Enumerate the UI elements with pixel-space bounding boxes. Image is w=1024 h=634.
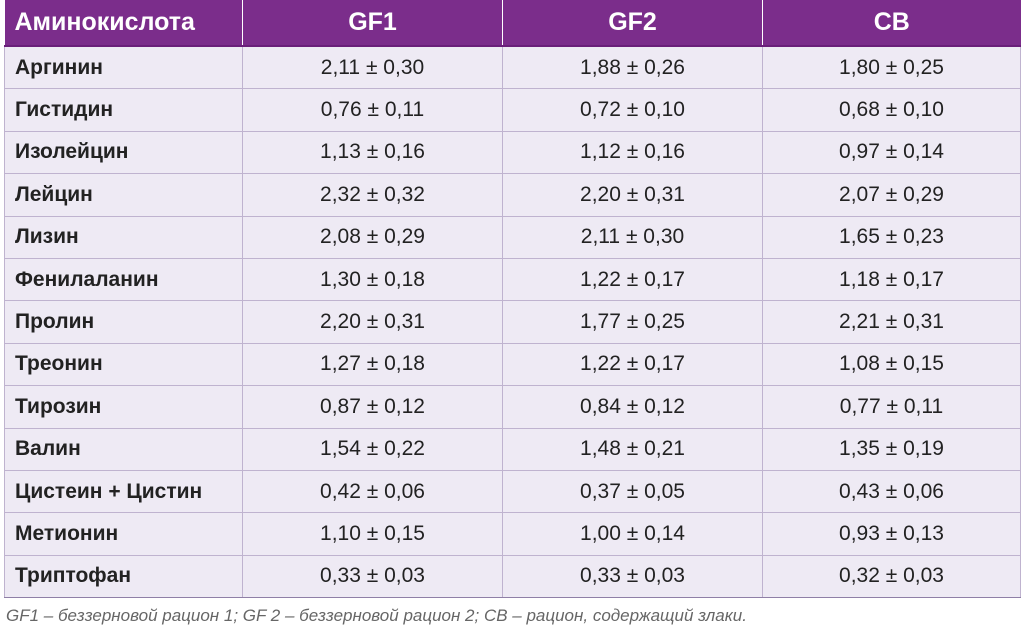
header-amino-acid: Аминокислота bbox=[4, 0, 243, 47]
cb-cell: 0,68 ± 0,10 bbox=[762, 88, 1021, 132]
amino-acid-cell: Фенилаланин bbox=[4, 258, 243, 302]
cb-cell: 0,93 ± 0,13 bbox=[762, 512, 1021, 556]
gf2-cell: 0,37 ± 0,05 bbox=[502, 470, 763, 514]
amino-acid-cell: Триптофан bbox=[4, 555, 243, 599]
gf2-cell: 1,22 ± 0,17 bbox=[502, 258, 763, 302]
gf2-cell: 1,00 ± 0,14 bbox=[502, 512, 763, 556]
gf1-cell: 1,10 ± 0,15 bbox=[242, 512, 503, 556]
amino-acid-cell: Гистидин bbox=[4, 88, 243, 132]
cb-cell: 0,97 ± 0,14 bbox=[762, 131, 1021, 175]
gf2-cell: 2,11 ± 0,30 bbox=[502, 216, 763, 259]
table-row: Триптофан 0,33 ± 0,03 0,33 ± 0,03 0,32 ± 0,… bbox=[4, 555, 1021, 599]
header-cb: CB bbox=[762, 0, 1021, 47]
gf1-cell: 2,08 ± 0,29 bbox=[242, 216, 503, 259]
gf1-cell: 1,54 ± 0,22 bbox=[242, 428, 503, 471]
header-row: Аминокислота GF1 GF2 CB bbox=[4, 0, 1021, 47]
gf1-cell: 1,30 ± 0,18 bbox=[242, 258, 503, 302]
gf1-cell: 2,32 ± 0,32 bbox=[242, 173, 503, 217]
gf1-cell: 0,33 ± 0,03 bbox=[242, 555, 503, 599]
table-row: Гистидин 0,76 ± 0,11 0,72 ± 0,10 0,68 ± 0,1… bbox=[4, 88, 1021, 132]
gf1-cell: 2,11 ± 0,30 bbox=[242, 46, 503, 90]
gf2-cell: 2,20 ± 0,31 bbox=[502, 173, 763, 217]
gf1-cell: 0,76 ± 0,11 bbox=[242, 88, 503, 132]
amino-acid-cell: Цистеин + Цистин bbox=[4, 470, 243, 514]
gf2-cell: 1,22 ± 0,17 bbox=[502, 343, 763, 387]
table-row: Лизин 2,08 ± 0,29 2,11 ± 0,30 1,65 ± 0,23 bbox=[4, 216, 1021, 259]
gf1-cell: 1,27 ± 0,18 bbox=[242, 343, 503, 387]
table-row: Аргинин 2,11 ± 0,30 1,88 ± 0,26 1,80 ± 0,25 bbox=[4, 46, 1021, 90]
amino-acid-cell: Пролин bbox=[4, 300, 243, 344]
amino-acid-cell: Валин bbox=[4, 428, 243, 471]
cb-cell: 2,21 ± 0,31 bbox=[762, 300, 1021, 344]
cb-cell: 2,07 ± 0,29 bbox=[762, 173, 1021, 217]
gf2-cell: 0,84 ± 0,12 bbox=[502, 385, 763, 429]
gf1-cell: 2,20 ± 0,31 bbox=[242, 300, 503, 344]
cb-cell: 1,35 ± 0,19 bbox=[762, 428, 1021, 471]
gf1-cell: 1,13 ± 0,16 bbox=[242, 131, 503, 175]
cb-cell: 1,80 ± 0,25 bbox=[762, 46, 1021, 90]
table-row: Изолейцин 1,13 ± 0,16 1,12 ± 0,16 0,97 ± 0,… bbox=[4, 131, 1021, 175]
cb-cell: 1,18 ± 0,17 bbox=[762, 258, 1021, 302]
gf1-cell: 0,42 ± 0,06 bbox=[242, 470, 503, 514]
table-row: Пролин 2,20 ± 0,31 1,77 ± 0,25 2,21 ± 0,31 bbox=[4, 300, 1021, 344]
header-gf1: GF1 bbox=[242, 0, 503, 47]
cb-cell: 1,08 ± 0,15 bbox=[762, 343, 1021, 387]
cb-cell: 0,77 ± 0,11 bbox=[762, 385, 1021, 429]
cb-cell: 0,32 ± 0,03 bbox=[762, 555, 1021, 599]
table-row: Валин 1,54 ± 0,22 1,48 ± 0,21 1,35 ± 0,19 bbox=[4, 428, 1021, 471]
gf2-cell: 1,48 ± 0,21 bbox=[502, 428, 763, 471]
table-row: Лейцин 2,32 ± 0,32 2,20 ± 0,31 2,07 ± 0,29 bbox=[4, 173, 1021, 217]
amino-acid-cell: Лизин bbox=[4, 216, 243, 259]
table-row: Фенилаланин 1,30 ± 0,18 1,22 ± 0,17 1,18 ± … bbox=[4, 258, 1021, 302]
gf1-cell: 0,87 ± 0,12 bbox=[242, 385, 503, 429]
gf2-cell: 0,72 ± 0,10 bbox=[502, 88, 763, 132]
cb-cell: 1,65 ± 0,23 bbox=[762, 216, 1021, 259]
header-gf2: GF2 bbox=[502, 0, 763, 47]
table-header: Аминокислота GF1 GF2 CB bbox=[4, 0, 1021, 47]
table-row: Цистеин + Цистин 0,42 ± 0,06 0,37 ± 0,05 0,… bbox=[4, 470, 1021, 514]
amino-acid-cell: Аргинин bbox=[4, 46, 243, 90]
gf2-cell: 0,33 ± 0,03 bbox=[502, 555, 763, 599]
gf2-cell: 1,77 ± 0,25 bbox=[502, 300, 763, 344]
amino-acid-table: Аминокислота GF1 GF2 CB Аргинин 2,11 ± 0,… bbox=[4, 0, 1021, 599]
amino-acid-cell: Изолейцин bbox=[4, 131, 243, 175]
amino-acid-cell: Тирозин bbox=[4, 385, 243, 429]
amino-acid-cell: Метионин bbox=[4, 512, 243, 556]
table-row: Треонин 1,27 ± 0,18 1,22 ± 0,17 1,08 ± 0,15 bbox=[4, 343, 1021, 387]
table-row: Метионин 1,10 ± 0,15 1,00 ± 0,14 0,93 ± 0,1… bbox=[4, 512, 1021, 556]
cb-cell: 0,43 ± 0,06 bbox=[762, 470, 1021, 514]
gf2-cell: 1,88 ± 0,26 bbox=[502, 46, 763, 90]
amino-acid-cell: Треонин bbox=[4, 343, 243, 387]
footnote: GF1 – беззерновой рацион 1; GF 2 – беззе… bbox=[6, 606, 747, 625]
table-row: Тирозин 0,87 ± 0,12 0,84 ± 0,12 0,77 ± 0,11 bbox=[4, 385, 1021, 429]
amino-acid-cell: Лейцин bbox=[4, 173, 243, 217]
table-body: Аргинин 2,11 ± 0,30 1,88 ± 0,26 1,80 ± 0,25… bbox=[4, 46, 1021, 599]
gf2-cell: 1,12 ± 0,16 bbox=[502, 131, 763, 175]
